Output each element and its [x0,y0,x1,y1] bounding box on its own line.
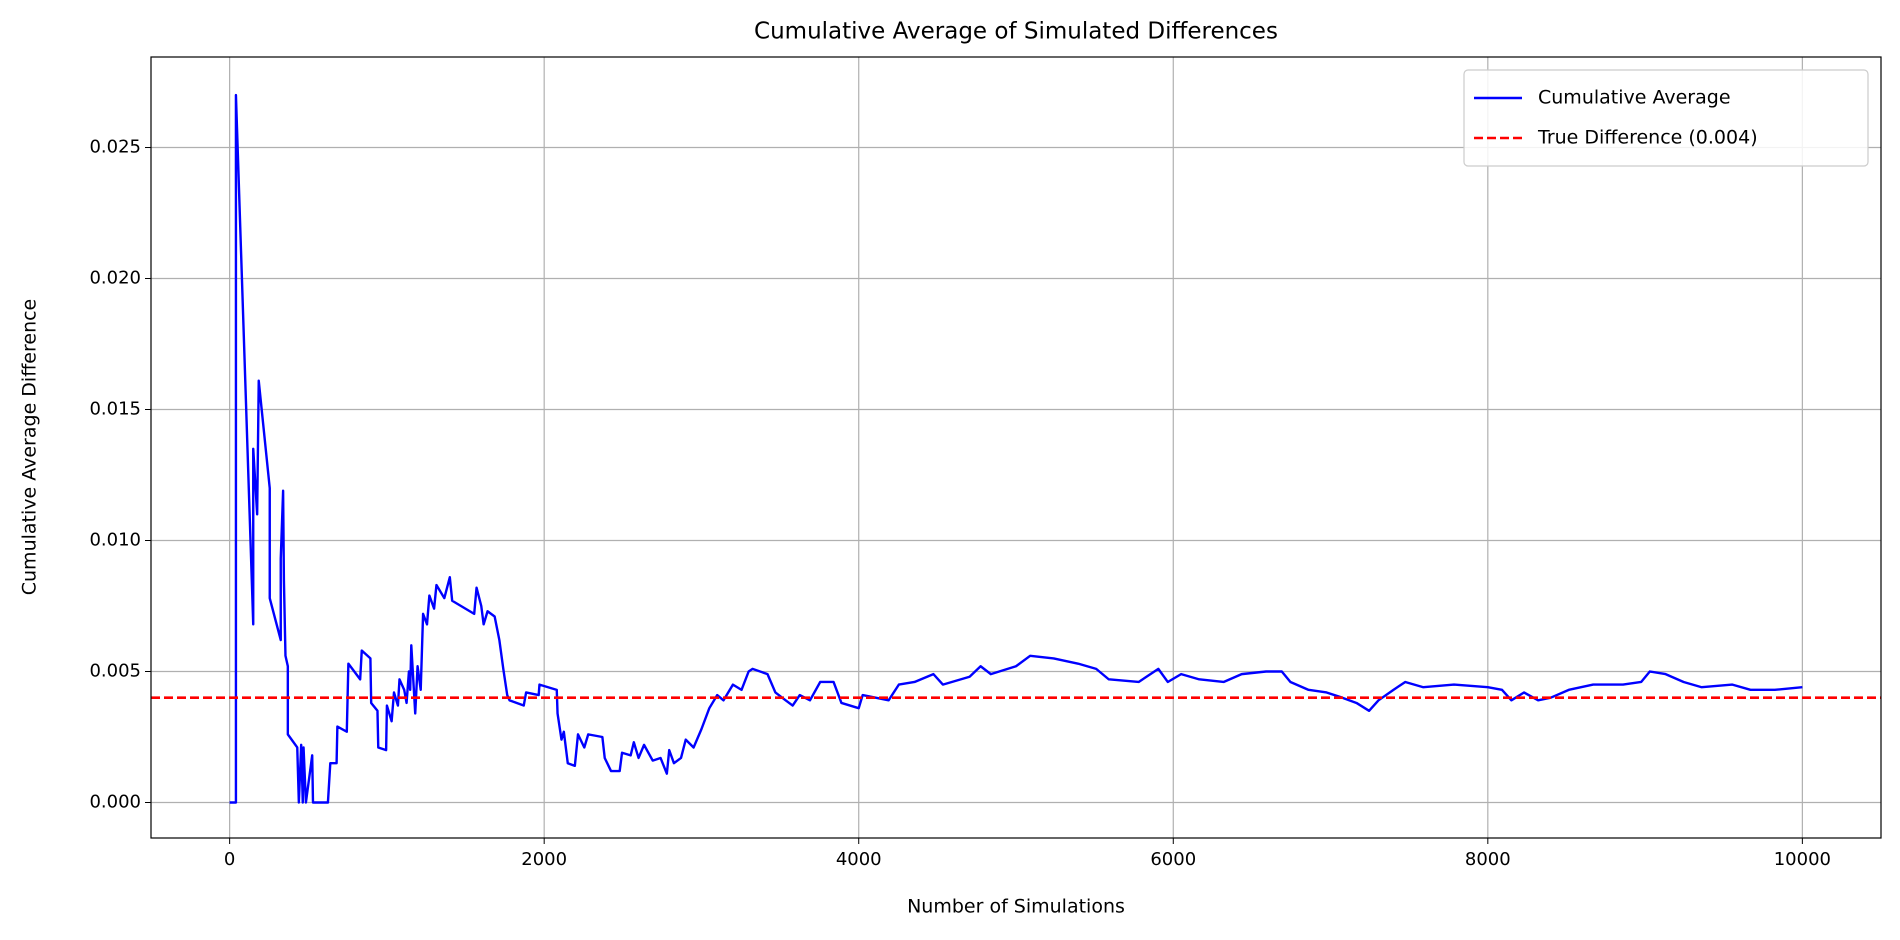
x-tick-label: 8000 [1465,849,1511,870]
x-tick-label: 2000 [521,849,567,870]
y-axis-label: Cumulative Average Difference [19,299,41,596]
legend-label: True Difference (0.004) [1537,127,1758,149]
y-tick-label: 0.005 [89,661,141,682]
y-tick-label: 0.015 [89,399,141,420]
x-tick-label: 6000 [1150,849,1196,870]
legend-label: Cumulative Average [1538,87,1731,109]
x-axis-label: Number of Simulations [907,896,1125,918]
chart-title: Cumulative Average of Simulated Differen… [754,19,1278,45]
plot-area [151,93,1881,804]
y-tick-label: 0.025 [89,137,141,158]
data-line [229,93,1803,804]
x-tick-label: 4000 [836,849,882,870]
y-tick-label: 0.010 [89,530,141,551]
x-tick-label: 10000 [1774,849,1831,870]
y-tick-label: 0.000 [89,792,141,813]
plot-frame [150,56,1882,839]
y-tick-label: 0.020 [89,268,141,289]
legend-box [1463,69,1869,167]
x-tick-label: 0 [224,849,235,870]
